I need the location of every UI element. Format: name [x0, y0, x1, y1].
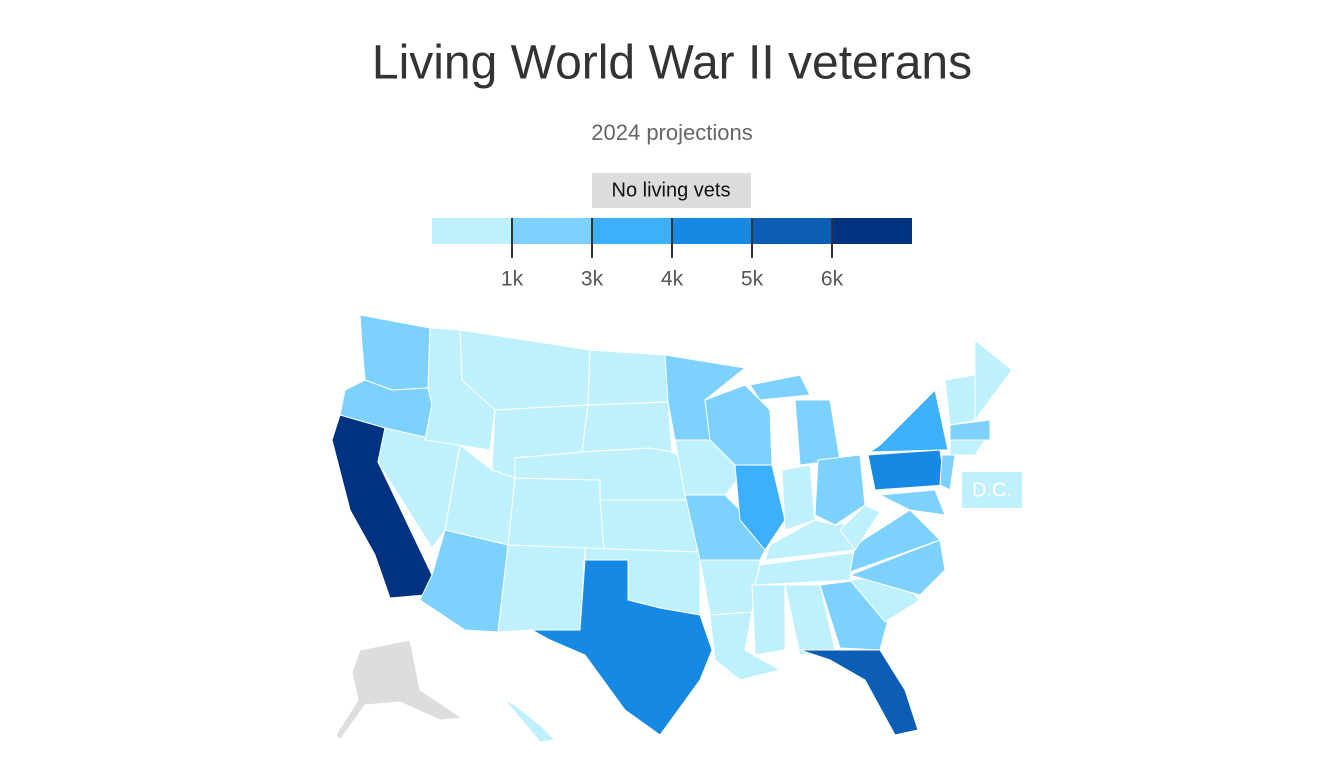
legend-tick-label: 4k: [661, 268, 684, 291]
state: [530, 559, 713, 736]
title: Living World War II veterans: [372, 37, 972, 90]
state: [781, 464, 816, 531]
legend-swatch: [672, 218, 752, 244]
state: [734, 464, 786, 551]
legend-tick-label: 5k: [741, 268, 764, 291]
state: [794, 399, 841, 466]
legend-swatch: [592, 218, 672, 244]
state: [507, 477, 605, 551]
state: [497, 544, 586, 633]
state: [709, 611, 782, 681]
state: [867, 449, 946, 491]
dc-label: D.C.: [972, 479, 1012, 501]
no-data-swatch: [592, 173, 751, 208]
state: [749, 374, 811, 401]
legend-swatch: [752, 218, 832, 244]
state: [504, 699, 557, 743]
state: [849, 509, 941, 573]
state: [839, 504, 881, 551]
dc-swatch: [962, 472, 1022, 508]
legend-tick-label: 1k: [501, 268, 524, 291]
legend-swatch: [432, 218, 512, 244]
state: [581, 401, 673, 453]
state: [848, 539, 946, 596]
subtitle: 2024 projections: [591, 120, 752, 145]
state: [974, 338, 1013, 422]
state: [868, 388, 949, 453]
state: [751, 584, 786, 656]
state: [939, 454, 956, 491]
legend-swatch: [512, 218, 592, 244]
legend-swatch: [832, 218, 912, 244]
state: [699, 559, 761, 616]
state: [599, 499, 701, 553]
state: [814, 454, 866, 526]
state: [878, 489, 946, 516]
state: [949, 419, 991, 441]
us-map: D.C.: [331, 314, 1022, 743]
state: [587, 349, 669, 406]
no-data-label: No living vets: [612, 179, 731, 201]
state: [335, 639, 464, 741]
legend-tick-label: 6k: [821, 268, 844, 291]
state: [359, 314, 431, 391]
state: [799, 649, 919, 736]
state: [944, 374, 979, 426]
legend-tick-label: 3k: [581, 268, 604, 291]
state: [949, 439, 986, 456]
legend: 1k 3k 4k 5k 6k: [432, 218, 912, 291]
